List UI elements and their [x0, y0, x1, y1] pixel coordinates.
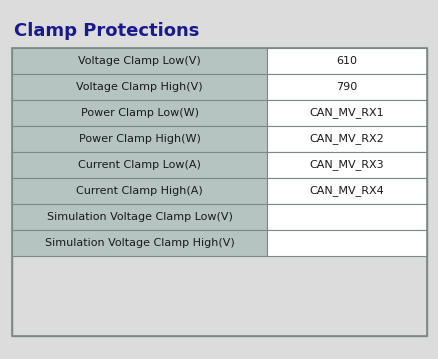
- Text: Voltage Clamp High(V): Voltage Clamp High(V): [76, 82, 202, 92]
- Bar: [12, 100, 267, 126]
- Text: Power Clamp High(W): Power Clamp High(W): [78, 134, 200, 144]
- Bar: [267, 74, 426, 100]
- Text: Simulation Voltage Clamp High(V): Simulation Voltage Clamp High(V): [45, 238, 234, 248]
- Text: CAN_MV_RX2: CAN_MV_RX2: [309, 134, 384, 144]
- Bar: [267, 178, 426, 204]
- Text: Current Clamp Low(A): Current Clamp Low(A): [78, 160, 201, 170]
- Bar: [12, 152, 267, 178]
- Text: Simulation Voltage Clamp Low(V): Simulation Voltage Clamp Low(V): [46, 212, 232, 222]
- Bar: [12, 48, 426, 336]
- Text: CAN_MV_RX4: CAN_MV_RX4: [309, 186, 384, 196]
- Text: CAN_MV_RX1: CAN_MV_RX1: [309, 108, 384, 118]
- Bar: [267, 48, 426, 74]
- Text: CAN_MV_RX3: CAN_MV_RX3: [309, 159, 384, 171]
- Text: Clamp Protections: Clamp Protections: [14, 22, 199, 40]
- Bar: [267, 126, 426, 152]
- Text: Voltage Clamp Low(V): Voltage Clamp Low(V): [78, 56, 201, 66]
- Bar: [267, 152, 426, 178]
- Bar: [12, 74, 267, 100]
- Text: Current Clamp High(A): Current Clamp High(A): [76, 186, 202, 196]
- Bar: [12, 126, 267, 152]
- Bar: [267, 230, 426, 256]
- Text: 610: 610: [336, 56, 357, 66]
- Text: 790: 790: [336, 82, 357, 92]
- Bar: [12, 230, 267, 256]
- Bar: [267, 100, 426, 126]
- Text: Power Clamp Low(W): Power Clamp Low(W): [81, 108, 198, 118]
- Bar: [267, 204, 426, 230]
- Bar: [12, 48, 267, 74]
- Bar: [12, 48, 426, 336]
- Bar: [12, 178, 267, 204]
- Bar: [12, 204, 267, 230]
